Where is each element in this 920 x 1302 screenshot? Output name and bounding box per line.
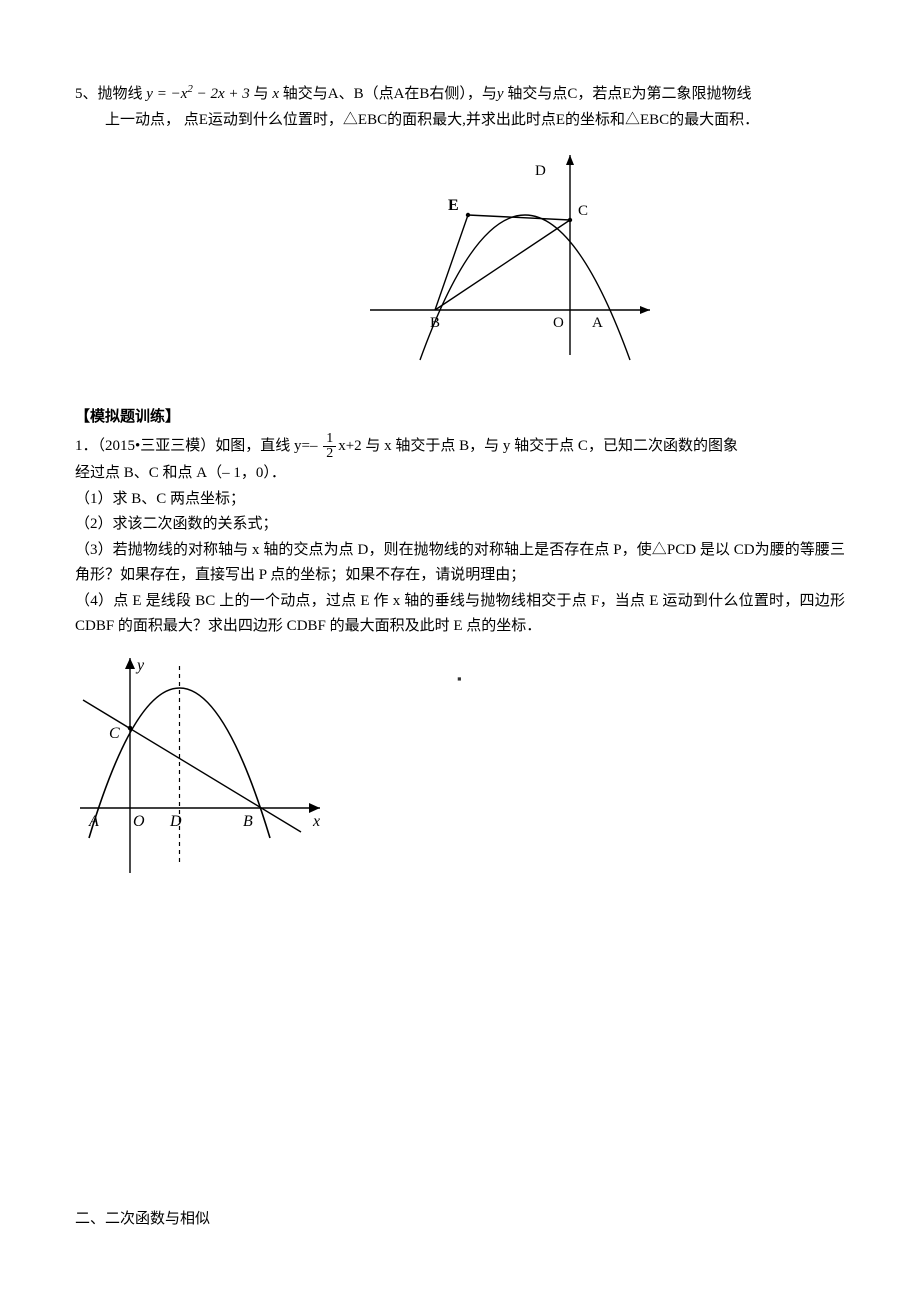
x-var: x [272, 86, 279, 102]
parabola [420, 215, 630, 360]
problem-1-line-2: 经过点 B、C 和点 A（– 1，0）． [75, 461, 845, 487]
segment-BC [435, 220, 570, 310]
problem-5-text-d: 轴交与点C，若点E为第二象限抛物线 [504, 86, 752, 102]
problem-1-text-a: 1．（2015•三亚三模）如图，直线 y=– [75, 438, 321, 454]
problem-5-text-b: 与 [250, 86, 273, 102]
problem-1: 1．（2015•三亚三模）如图，直线 y=– 12x+2 与 x 轴交于点 B，… [75, 432, 845, 640]
section-title: 【模拟题训练】 [75, 405, 845, 431]
label-D: D [535, 163, 546, 179]
problem-1-line-1: 1．（2015•三亚三模）如图，直线 y=– 12x+2 与 x 轴交于点 B，… [75, 432, 845, 461]
x-axis-arrow-2 [309, 803, 320, 813]
problem-5-line-1: 5、抛物线 y = −x2 − 2x + 3 与 x 轴交与A、B（点A在B右侧… [75, 80, 845, 108]
label-A: A [592, 315, 603, 331]
problem-1-q4: （4）点 E 是线段 BC 上的一个动点，过点 E 作 x 轴的垂线与抛物线相交… [75, 589, 845, 640]
problem-1-q1: （1）求 B、C 两点坐标； [75, 487, 845, 513]
y-var: y [497, 86, 504, 102]
y-axis-arrow [566, 155, 574, 165]
label-E: E [448, 197, 459, 214]
problem-1-q3: （3）若抛物线的对称轴与 x 轴的交点为点 D，则在抛物线的对称轴上是否存在点 … [75, 538, 845, 589]
fraction-half: 12 [323, 432, 336, 461]
figure-1: D E C B O A [360, 145, 660, 375]
segment-BE [435, 215, 468, 310]
problem-5-line-2: 上一动点， 点E运动到什么位置时，△EBC的面积最大,并求出此时点E的坐标和△E… [75, 108, 845, 134]
problem-5: 5、抛物线 y = −x2 − 2x + 3 与 x 轴交与A、B（点A在B右侧… [75, 80, 845, 133]
figure-1-container: D E C B O A [75, 145, 845, 375]
problem-1-q2: （2）求该二次函数的关系式； [75, 512, 845, 538]
label-x: x [312, 813, 320, 830]
point-C [568, 218, 572, 222]
label-C2: C [109, 725, 120, 742]
figure-1-svg: D E C B O A [360, 145, 660, 365]
frac-num: 1 [323, 432, 336, 447]
point-C2 [128, 725, 133, 730]
line-bc [83, 700, 301, 832]
label-B2: B [243, 813, 253, 830]
y-axis-arrow-2 [125, 658, 135, 669]
label-C: C [578, 203, 588, 219]
label-B: B [430, 315, 440, 331]
section-2-title: 二、二次函数与相似 [75, 1207, 845, 1233]
problem-5-text-a: 抛物线 [98, 86, 147, 102]
point-E [466, 213, 470, 217]
x-axis-arrow [640, 306, 650, 314]
problem-5-number: 5、 [75, 86, 98, 102]
problem-5-equation: y = −x2 − 2x + 3 [146, 86, 250, 102]
page-center-marker: ▪ [457, 668, 462, 690]
label-O2: O [133, 813, 145, 830]
label-y: y [135, 657, 145, 674]
label-O: O [553, 315, 564, 331]
label-A2: A [88, 813, 99, 830]
problem-5-text-c: 轴交与A、B（点A在B右侧），与 [279, 86, 497, 102]
figure-2-svg: y x C A O D B [75, 648, 335, 878]
problem-1-text-b: x+2 与 x 轴交于点 B，与 y 轴交于点 C，已知二次函数的图象 [338, 438, 738, 454]
label-D2: D [169, 813, 182, 830]
frac-den: 2 [323, 447, 336, 461]
